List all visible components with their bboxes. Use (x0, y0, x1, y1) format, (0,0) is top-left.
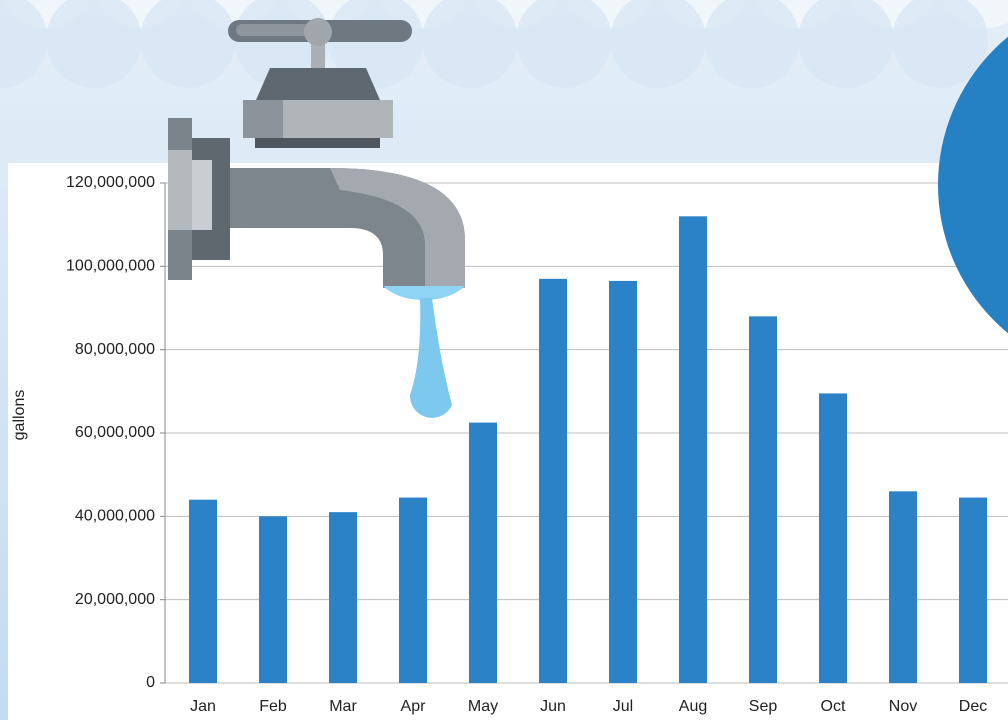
y-tick-label: 80,000,000 (75, 341, 155, 358)
bar (819, 393, 847, 683)
y-tick-label: 120,000,000 (66, 174, 155, 191)
x-tick-label: Dec (959, 698, 987, 715)
bar (609, 281, 637, 683)
bar (889, 491, 917, 683)
y-axis-label: gallons (11, 390, 28, 441)
bar (329, 512, 357, 683)
x-tick-label: May (468, 698, 498, 715)
x-tick-label: Apr (401, 698, 427, 715)
bar (959, 498, 987, 683)
bar (189, 500, 217, 683)
x-tick-label: Feb (259, 698, 287, 715)
x-tick-label: Jul (613, 698, 633, 715)
bar (679, 216, 707, 683)
x-tick-label: Sep (749, 698, 778, 715)
x-tick-label: Mar (329, 698, 357, 715)
bar (399, 498, 427, 683)
x-tick-label: Nov (889, 698, 917, 715)
y-tick-label: 20,000,000 (75, 591, 155, 608)
x-tick-label: Jun (540, 698, 566, 715)
y-tick-label: 40,000,000 (75, 508, 155, 525)
bar (469, 423, 497, 683)
bar (539, 279, 567, 683)
bar (259, 516, 287, 683)
bar (749, 316, 777, 683)
x-tick-label: Jan (190, 698, 216, 715)
x-tick-label: Oct (821, 698, 846, 715)
y-tick-label: 60,000,000 (75, 424, 155, 441)
background (0, 0, 1008, 720)
y-tick-label: 0 (146, 674, 155, 691)
infographic: gallons 0 20,000,000 40,000,000 60,000,000 8… (0, 0, 1008, 720)
y-tick-label: 100,000,000 (66, 258, 155, 275)
x-tick-label: Aug (679, 698, 707, 715)
